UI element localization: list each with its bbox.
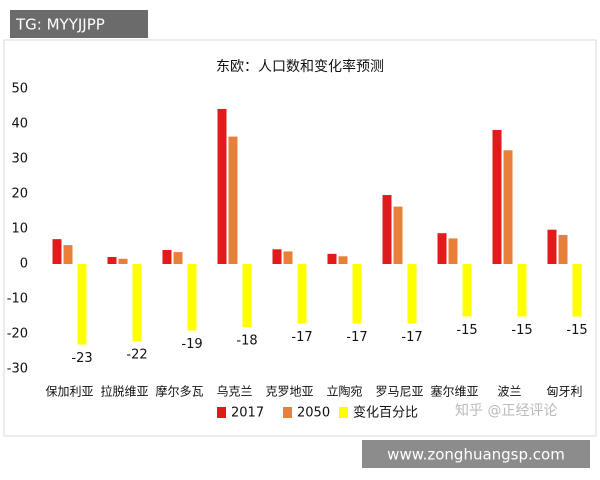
x-tick-label: 波兰 <box>497 385 521 399</box>
value-label: -15 <box>456 323 477 338</box>
bar <box>228 136 238 264</box>
bar <box>173 252 183 264</box>
y-tick-label: 30 <box>11 152 28 167</box>
value-label: -22 <box>126 348 147 363</box>
x-tick-label: 立陶宛 <box>326 384 362 399</box>
bar <box>352 264 362 324</box>
bar <box>63 245 73 264</box>
bar <box>503 150 513 264</box>
bar <box>382 195 392 264</box>
chart-title: 东欧：人口数和变化率预测 <box>216 58 384 75</box>
bar <box>132 264 142 341</box>
value-label: -17 <box>346 330 367 345</box>
value-label: -15 <box>566 323 587 338</box>
legend-swatch <box>217 407 226 418</box>
bar <box>52 239 62 264</box>
bar <box>107 257 117 264</box>
value-label: -15 <box>511 323 532 338</box>
y-tick-label: 40 <box>11 117 28 132</box>
tag-box <box>10 10 148 38</box>
legend-label: 2050 <box>297 406 330 421</box>
bar <box>77 264 87 345</box>
bar <box>242 264 252 327</box>
url-text: www.zonghuangsp.com <box>387 446 565 464</box>
value-label: -18 <box>236 334 257 349</box>
bar <box>118 258 128 264</box>
bar <box>338 256 348 264</box>
bar <box>272 249 282 264</box>
bar <box>393 206 403 264</box>
bar <box>437 233 447 264</box>
x-tick-label: 罗马尼亚 <box>375 385 423 399</box>
value-label: -19 <box>181 337 202 352</box>
bar <box>187 264 197 331</box>
watermark: 知乎 @正经评论 <box>455 402 557 419</box>
y-tick-label: 0 <box>20 257 28 272</box>
y-tick-label: -30 <box>7 362 28 377</box>
legend-label: 变化百分比 <box>353 405 418 421</box>
y-tick-label: 10 <box>11 222 28 237</box>
bar <box>407 264 417 324</box>
y-tick-label: 50 <box>11 82 28 97</box>
x-tick-label: 塞尔维亚 <box>430 384 478 399</box>
value-label: -17 <box>291 330 312 345</box>
bar <box>217 108 227 264</box>
bar <box>492 129 502 264</box>
legend-label: 2017 <box>231 406 264 421</box>
bar <box>572 264 582 317</box>
tag-text: TG: MYYJJPP <box>15 16 105 34</box>
bar <box>558 234 568 264</box>
bar <box>283 251 293 264</box>
bar <box>297 264 307 324</box>
x-tick-label: 乌克兰 <box>216 384 252 399</box>
bar <box>327 253 337 264</box>
legend-swatch <box>283 407 292 418</box>
bar <box>517 264 527 317</box>
x-tick-label: 匈牙利 <box>546 385 582 399</box>
y-tick-label: 20 <box>11 187 28 202</box>
bar <box>547 229 557 264</box>
value-label: -17 <box>401 330 422 345</box>
x-tick-label: 保加利亚 <box>45 385 93 399</box>
y-tick-label: -20 <box>7 327 28 342</box>
url-box <box>362 440 590 468</box>
bar <box>462 264 472 317</box>
x-tick-label: 拉脱维亚 <box>100 384 148 399</box>
legend-swatch <box>339 407 348 418</box>
bar <box>448 238 458 264</box>
y-tick-label: -10 <box>7 292 28 307</box>
value-label: -23 <box>71 351 92 366</box>
x-tick-label: 克罗地亚 <box>265 385 313 399</box>
bar <box>162 250 172 264</box>
x-tick-label: 摩尔多瓦 <box>155 384 203 399</box>
